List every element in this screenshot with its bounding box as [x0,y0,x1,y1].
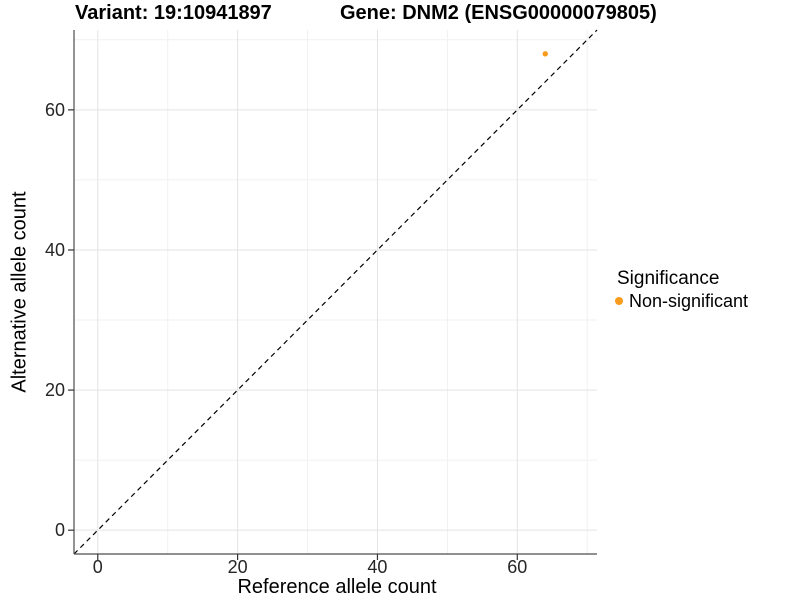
plot-title-variant: Variant: 19:10941897 [75,2,272,24]
legend-title: Significance [617,268,720,289]
y-axis-title: Alternative allele count [8,191,31,393]
y-tick-label: 60 [45,100,65,120]
plot-title-gene: Gene: DNM2 (ENSG00000079805) [340,2,657,24]
data-point [542,51,548,57]
y-tick-label: 0 [55,520,65,540]
y-tick-label: 40 [45,240,65,260]
y-tick-label: 20 [45,380,65,400]
x-tick-label: 20 [228,557,248,577]
legend-item: Non-significant [611,290,748,312]
legend: Significance Non-significant [611,268,748,312]
x-tick-label: 60 [507,557,527,577]
identity-dashed-line [73,29,598,555]
x-tick-label: 0 [93,557,103,577]
legend-item-label: Non-significant [629,291,749,311]
x-tick-label: 40 [367,557,387,577]
dot-icon [615,297,623,305]
x-axis-title: Reference allele count [237,576,437,598]
